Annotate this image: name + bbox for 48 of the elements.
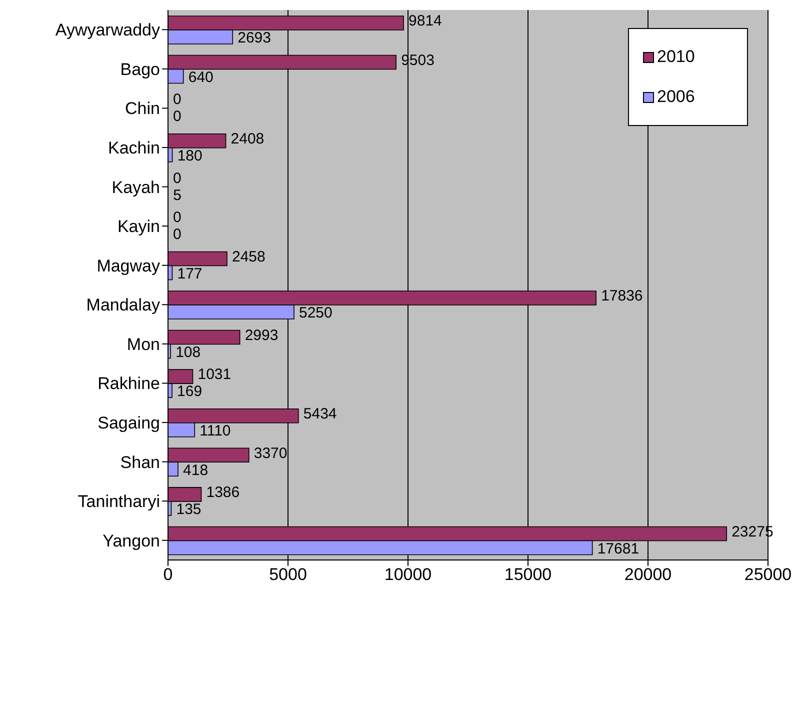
data-label: 2408: [230, 130, 264, 148]
x-tick-label: 0: [163, 565, 173, 584]
y-tick-label: Kachin: [108, 138, 160, 158]
data-label: 3370: [254, 444, 288, 462]
data-label: 0: [173, 91, 182, 108]
data-label: 17681: [597, 540, 640, 558]
data-label: 1031: [198, 366, 232, 384]
y-tick-label: Bago: [120, 60, 160, 79]
y-tick-label: Sagaing: [98, 414, 160, 432]
data-label: 2693: [238, 30, 272, 47]
y-tick-label: Magway: [96, 256, 160, 276]
data-label: 1110: [200, 422, 231, 440]
data-label: 1386: [206, 484, 240, 502]
y-tick-label: Mandalay: [86, 296, 160, 315]
data-label: 9814: [408, 12, 442, 30]
y-tick-label: Chin: [125, 99, 160, 118]
data-label: 17836: [601, 288, 643, 305]
data-label: 135: [176, 501, 202, 518]
y-tick-label: Mon: [126, 334, 160, 354]
y-tick-label: Kayah: [112, 178, 160, 197]
y-tick-label: Shan: [120, 452, 160, 472]
data-label: 169: [177, 383, 202, 400]
data-label: 180: [177, 148, 202, 164]
y-tick-label: Aywyarwaddy: [55, 20, 160, 40]
legend-label: 2010: [657, 46, 695, 68]
x-tick-label: 5000: [269, 565, 307, 584]
data-label: 108: [176, 344, 201, 361]
x-tick-label: 20000: [624, 565, 672, 584]
data-label: 5434: [303, 406, 337, 422]
x-tick-label: 10000: [384, 565, 432, 584]
data-label: 0: [173, 108, 182, 126]
data-label: 0: [173, 209, 182, 226]
y-tick-label: Rakhine: [98, 374, 160, 394]
data-label: 5: [173, 186, 182, 204]
y-tick-label: Kayin: [117, 217, 160, 236]
data-label: 5250: [299, 304, 332, 322]
y-tick-label: Tanintharyi: [78, 492, 160, 512]
data-label: 0: [173, 170, 182, 187]
data-label: 2993: [244, 326, 278, 344]
data-label: 418: [183, 462, 208, 479]
x-tick-label: 15000: [504, 565, 552, 584]
data-label: 2458: [232, 248, 266, 266]
data-label: 0: [173, 226, 182, 244]
data-label: 640: [188, 68, 214, 86]
y-tick-label: Yangon: [102, 531, 160, 550]
x-tick-label: 25000: [744, 565, 792, 584]
data-label: 177: [177, 265, 202, 282]
legend-label: 2006: [657, 86, 695, 108]
